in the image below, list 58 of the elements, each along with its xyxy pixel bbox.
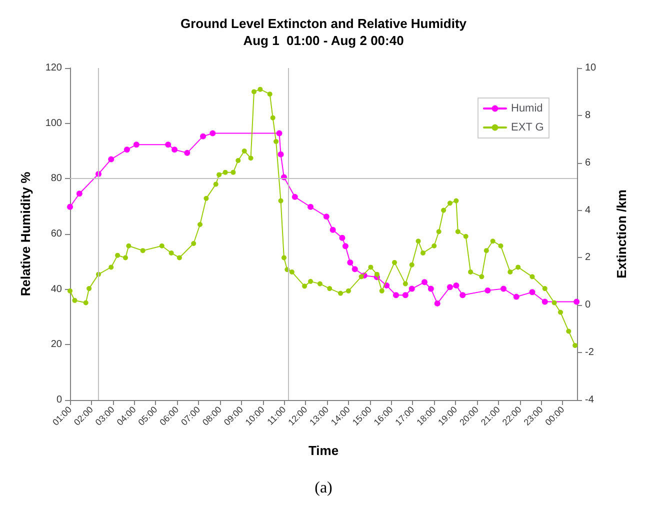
point (408, 286, 415, 292)
point (278, 151, 284, 158)
point (513, 294, 520, 300)
point (393, 292, 400, 298)
text: (a) (314, 480, 332, 496)
point (428, 286, 434, 292)
point (330, 226, 336, 233)
y-axis-title: Relative Humidity % (18, 171, 33, 296)
point (347, 260, 354, 266)
point (500, 286, 507, 292)
y2-tick-label: -2 (585, 347, 594, 358)
y-tick-label: 20 (50, 339, 62, 350)
y2-tick-label: 6 (585, 157, 591, 168)
point (446, 284, 453, 290)
y-tick-label: 80 (50, 173, 62, 184)
y-tick-label: 40 (50, 284, 62, 295)
point (124, 146, 130, 153)
point (434, 300, 440, 306)
point (276, 130, 282, 136)
point (200, 133, 206, 140)
point (352, 266, 358, 272)
y2-tick-label: 0 (585, 300, 591, 311)
y2-tick-label: -4 (585, 394, 594, 406)
point (402, 292, 408, 298)
y-tick-label: 120 (45, 62, 62, 74)
point (339, 234, 346, 241)
point (422, 279, 428, 286)
chart-title: Ground Level Extincton and Relative Humidity (180, 16, 468, 31)
point (460, 292, 466, 298)
y2-tick-label: 4 (585, 204, 591, 216)
point (165, 142, 172, 148)
y-tick-label: 0 (56, 394, 62, 406)
y2-tick-label: 8 (585, 110, 591, 121)
point (76, 190, 82, 197)
point (210, 130, 216, 136)
legend-label: Humid (510, 102, 543, 114)
point (172, 146, 178, 153)
point (323, 214, 330, 220)
point (542, 298, 548, 305)
y2-tick-label: 10 (585, 62, 597, 74)
point (184, 150, 190, 156)
point (484, 287, 491, 294)
x-axis-title: Time (308, 443, 339, 458)
y-tick-label: 100 (45, 118, 62, 129)
point (108, 156, 114, 162)
point (133, 142, 140, 148)
point (292, 194, 298, 200)
chart-subtitle: Aug 1 01:00 - Aug 2 00:40 (243, 33, 404, 48)
y2-tick-label: 2 (585, 252, 591, 264)
point (67, 204, 73, 210)
legend-label: EXT G (510, 122, 544, 134)
point (574, 298, 580, 305)
point (342, 243, 348, 250)
y-tick-label: 60 (50, 228, 62, 240)
point (529, 289, 536, 296)
point (308, 204, 314, 210)
y2-axis-title: Extinction /km (614, 190, 629, 278)
point (453, 282, 460, 288)
